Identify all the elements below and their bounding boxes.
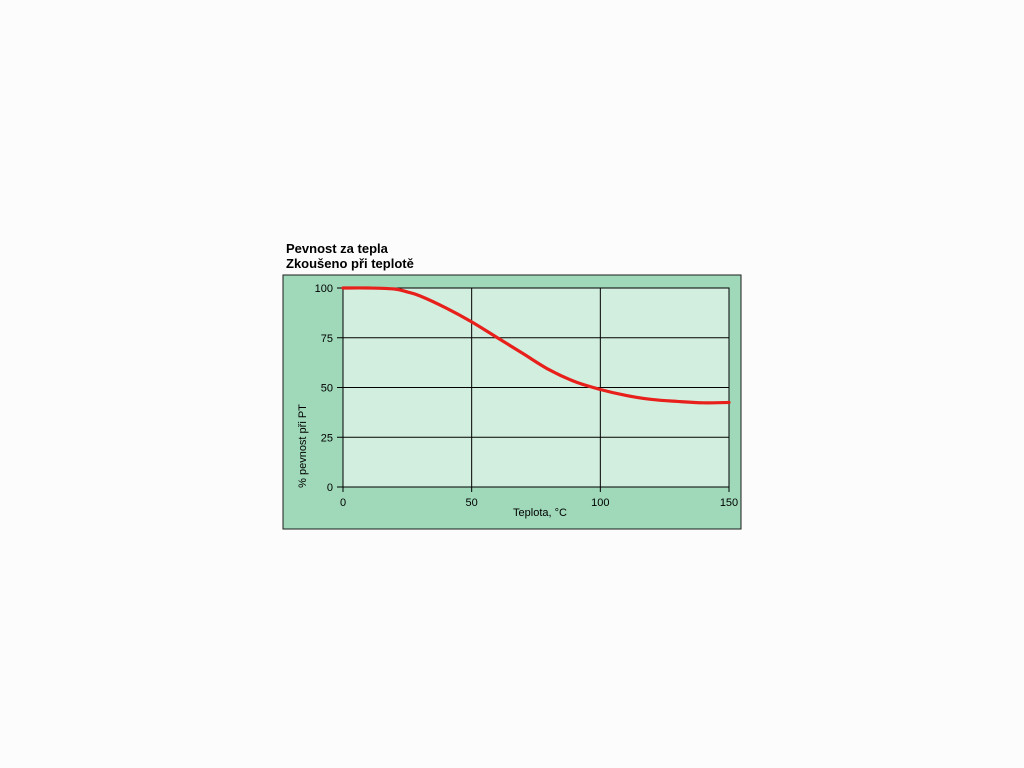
- series-line: [341, 286, 731, 405]
- x-tick-label: 50: [466, 497, 478, 509]
- plot-frame: [342, 287, 730, 488]
- chart-subtitle: Zkoušeno při teplotě: [286, 256, 414, 271]
- y-tick-label: 50: [321, 383, 333, 395]
- x-tick-label: 100: [591, 497, 609, 509]
- x-tick-label: 0: [340, 497, 346, 509]
- y-tick-label: 0: [327, 482, 333, 494]
- chart-title: Pevnost za tepla: [286, 241, 388, 256]
- series-layer: [341, 286, 731, 405]
- tick-layer: 0 25 50 75 100 0 50 100 150: [315, 283, 739, 509]
- y-axis-label: % pevnost při PT: [297, 404, 309, 488]
- grid-layer: [337, 287, 730, 492]
- y-tick-label: 25: [321, 432, 333, 444]
- x-tick-label: 150: [720, 497, 738, 509]
- y-tick-label: 100: [315, 283, 333, 295]
- x-axis-label: Teplota, °C: [513, 507, 567, 519]
- y-tick-label: 75: [321, 333, 333, 345]
